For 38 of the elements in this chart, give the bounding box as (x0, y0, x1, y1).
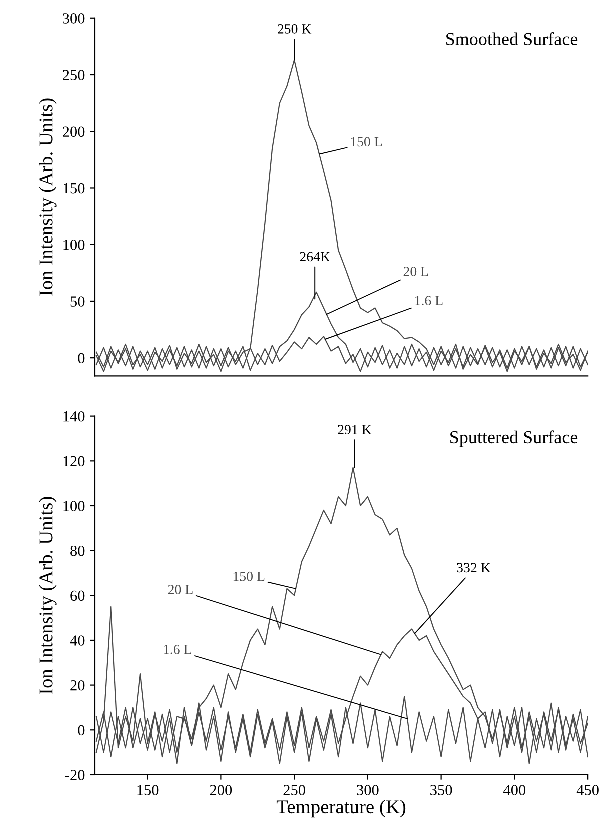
x-tick-label: 400 (504, 785, 526, 796)
y-axis-title: Ion Intensity (Arb. Units) (39, 98, 57, 296)
y-tick-label: 60 (70, 590, 85, 602)
y-tick-label: 140 (64, 411, 85, 422)
text: 20 L (168, 585, 193, 594)
y-tick-label: 80 (70, 546, 85, 556)
text: Sputtered Surface (450, 430, 578, 448)
y-tick-label: 100 (64, 240, 85, 250)
x-tick-label: 450 (576, 785, 599, 796)
y-tick-label: 100 (64, 501, 85, 512)
annotation: 250 K (278, 24, 312, 34)
x-tick-label: 350 (430, 785, 452, 796)
y-tick-label: 0 (78, 353, 85, 364)
y-tick-label: 0 (78, 725, 85, 736)
y-tick-label: 120 (64, 456, 85, 467)
text: 20 L (404, 267, 428, 276)
text: 1.6 L (415, 296, 443, 306)
annotation: 332 K (457, 563, 491, 573)
y-tick-label: 300 (63, 14, 85, 24)
x-tick-label: 150 (138, 785, 159, 796)
text: 1.6 L (164, 645, 192, 654)
y-tick-label: 200 (63, 126, 85, 138)
y-tick-label: 20 (70, 680, 85, 691)
series-label: 150 L (234, 572, 265, 582)
text: Smoothed Surface (446, 32, 578, 46)
x-tick-label: 250 (284, 785, 306, 796)
y-tick-label: 150 (64, 183, 85, 194)
y-axis-title: Ion Intensity (Arb. Units) (39, 497, 57, 694)
x-tick-label: 300 (357, 785, 379, 796)
annotation: 291 K (338, 425, 372, 435)
x-tick-label: 200 (210, 785, 232, 796)
text: 150 L (351, 137, 382, 147)
y-tick-label: 50 (70, 296, 85, 307)
annotation: 264K (300, 252, 330, 262)
y-tick-label: -20 (65, 770, 85, 780)
y-tick-label: 250 (63, 70, 85, 80)
y-tick-label: 40 (70, 636, 85, 646)
x-axis-title: Temperature (K) (276, 800, 406, 818)
